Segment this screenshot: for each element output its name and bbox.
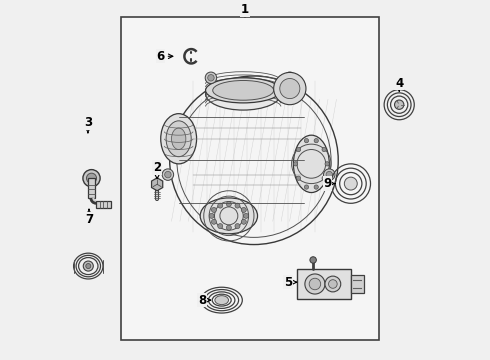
Circle shape [304,139,309,143]
Circle shape [304,185,309,189]
Circle shape [205,72,217,84]
Circle shape [310,257,317,263]
Ellipse shape [166,121,191,157]
Circle shape [235,224,240,229]
Ellipse shape [200,198,258,234]
Circle shape [325,162,329,166]
Circle shape [241,207,246,212]
Circle shape [280,78,300,99]
Text: 6: 6 [157,50,173,63]
Ellipse shape [172,128,186,149]
Bar [96,201,111,208]
Text: 8: 8 [198,294,211,307]
Circle shape [83,170,100,187]
Ellipse shape [213,81,274,100]
Circle shape [296,147,301,152]
Circle shape [323,169,335,180]
Circle shape [344,177,357,190]
Circle shape [241,219,246,224]
Circle shape [309,278,320,290]
Circle shape [294,162,298,166]
Ellipse shape [205,78,281,103]
Circle shape [326,171,333,178]
Text: 7: 7 [85,210,93,226]
Circle shape [284,72,295,84]
Polygon shape [151,178,163,191]
Text: 2: 2 [153,161,161,179]
Text: 1: 1 [241,3,249,17]
Text: 4: 4 [395,77,403,91]
Circle shape [218,203,223,208]
Bar [122,17,379,339]
Circle shape [314,185,319,189]
Circle shape [212,219,217,224]
Text: 3: 3 [84,116,92,132]
Circle shape [218,224,223,229]
Circle shape [209,213,214,219]
Ellipse shape [205,78,281,110]
Circle shape [162,169,173,180]
Circle shape [87,173,97,183]
Circle shape [394,100,404,109]
Circle shape [296,176,301,180]
Circle shape [322,147,326,152]
Circle shape [244,213,248,219]
Circle shape [83,261,93,271]
Circle shape [329,280,337,288]
Bar [88,178,96,198]
Circle shape [226,225,231,230]
Circle shape [325,276,341,292]
Circle shape [165,171,171,178]
Text: 9: 9 [323,177,335,190]
Circle shape [208,75,214,81]
Bar [351,275,365,293]
Circle shape [305,274,325,294]
Ellipse shape [294,135,329,193]
Circle shape [235,203,240,208]
Bar [297,269,351,299]
Ellipse shape [215,296,228,305]
Circle shape [226,202,231,207]
Circle shape [287,75,293,81]
Circle shape [274,72,306,105]
Text: 5: 5 [284,276,296,289]
Circle shape [322,176,326,180]
Circle shape [86,264,91,269]
Ellipse shape [161,114,196,164]
Circle shape [212,207,217,212]
Circle shape [314,139,319,143]
